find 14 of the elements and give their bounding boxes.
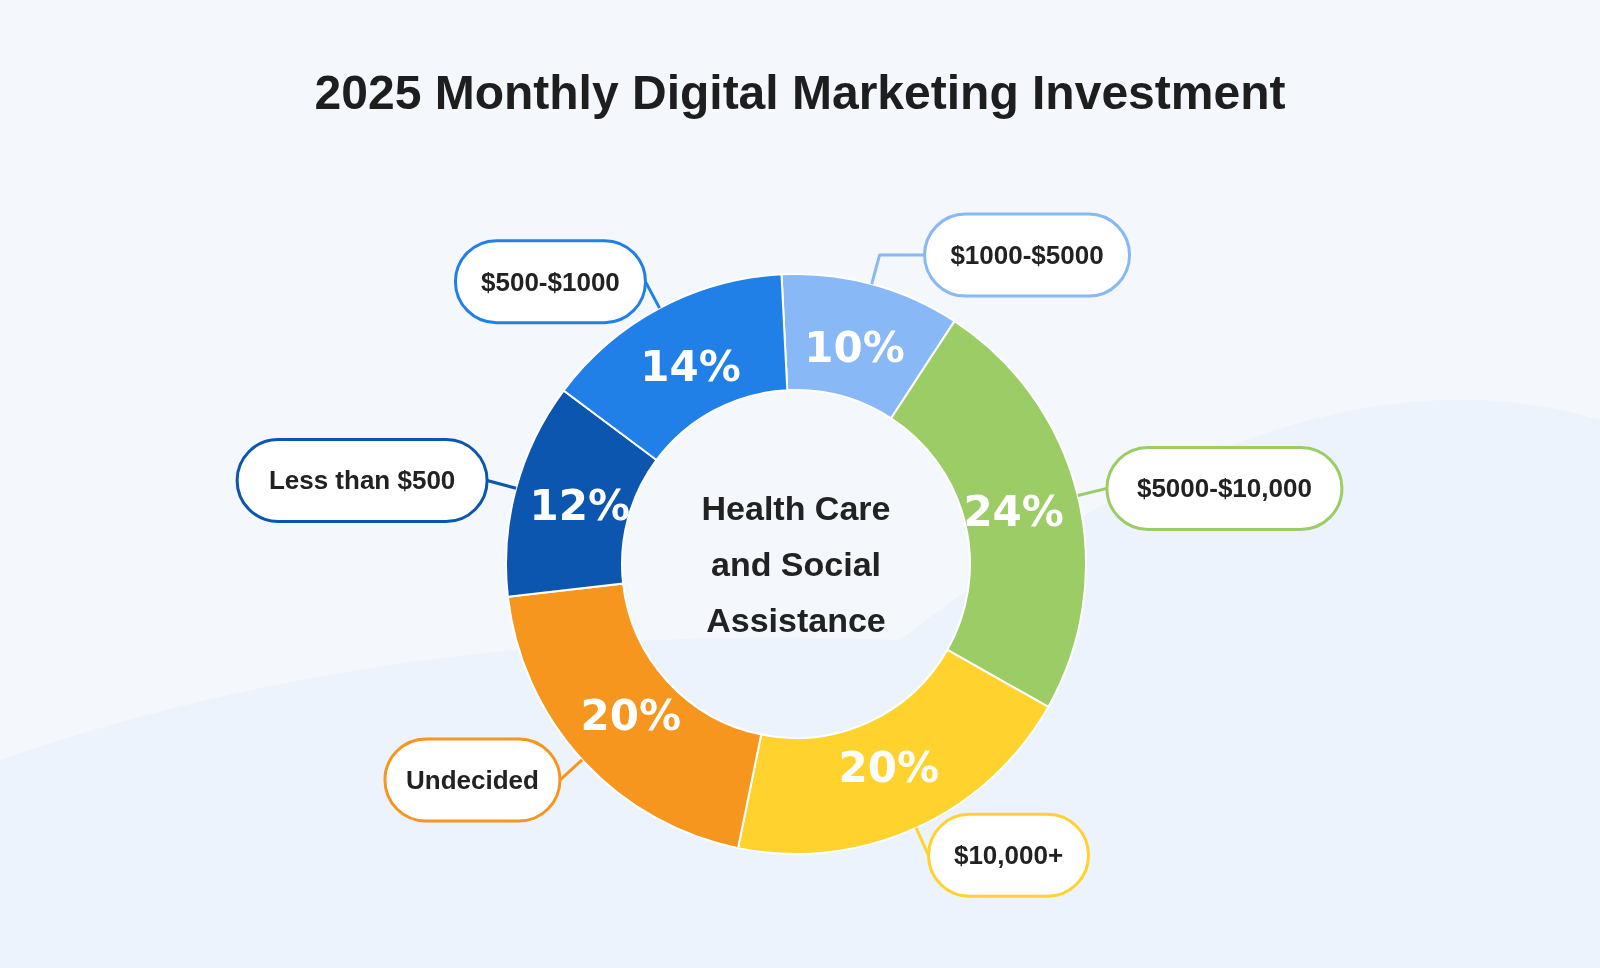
data-label: 14% xyxy=(640,341,741,391)
slice-label: $5000-$10,000 xyxy=(1136,473,1312,504)
data-label: 24% xyxy=(963,486,1064,536)
data-label: 20% xyxy=(580,690,682,740)
data-label: 12% xyxy=(529,481,631,531)
slice-label: $1000-$5000 xyxy=(950,240,1104,271)
text: Health Care and Social Assistance xyxy=(701,489,891,639)
slice-label: Undecided xyxy=(405,765,539,796)
slice-label: Less than $500 xyxy=(268,465,456,496)
data-label: 20% xyxy=(838,743,940,793)
data-label: 10% xyxy=(804,323,905,373)
slice-label: $10,000+ xyxy=(953,840,1064,871)
slice-label: $500-$1000 xyxy=(481,266,620,297)
chart-title: 2025 Monthly Digital Marketing Investment xyxy=(314,65,1286,119)
